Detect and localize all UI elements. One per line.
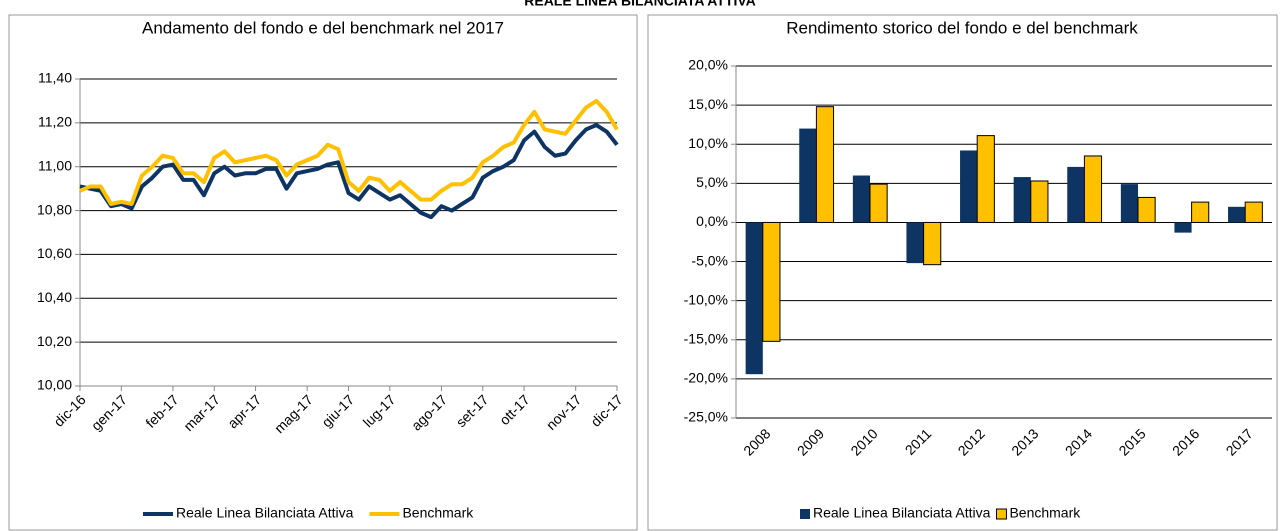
bar	[1174, 222, 1192, 233]
bar	[960, 150, 978, 223]
bar	[1244, 201, 1263, 223]
bar	[799, 128, 817, 223]
y-tick-label: 11,40	[38, 70, 72, 86]
legend-label: Benchmark	[1009, 505, 1081, 521]
y-tick-label: -15,0%	[684, 330, 728, 346]
line-series	[79, 123, 619, 220]
legend-swatch	[995, 508, 1007, 520]
y-tick-label: 10,20	[37, 333, 72, 349]
y-tick-label: 10,60	[37, 245, 72, 261]
y-tick-label: -20,0%	[684, 370, 728, 386]
y-tick-label: 11,20	[38, 114, 72, 130]
bar	[1228, 206, 1246, 223]
bar	[762, 221, 781, 342]
y-tick-label: -25,0%	[684, 409, 728, 425]
page-title: REALE LINEA BILANCIATA ATTIVA	[524, 0, 756, 9]
chart-title: Rendimento storico del fondo e del bench…	[786, 18, 1138, 37]
bar	[745, 222, 763, 375]
y-tick-label: 5,0%	[696, 174, 728, 190]
chart-title: Andamento del fondo e del benchmark nel …	[142, 18, 504, 37]
legend-swatch	[800, 509, 810, 519]
y-tick-label: -10,0%	[684, 291, 728, 307]
y-tick-label: 10,00	[37, 377, 72, 393]
y-tick-label: 15,0%	[688, 96, 728, 112]
left-panel	[8, 14, 638, 531]
bar	[1083, 155, 1103, 223]
y-tick-label: -5,0%	[691, 252, 728, 268]
bar	[1120, 184, 1138, 223]
bar	[1137, 196, 1156, 223]
bar	[1067, 166, 1085, 223]
legend-label: Reale Linea Bilanciata Attiva	[813, 505, 991, 521]
y-tick-label: 10,0%	[688, 135, 728, 151]
bar	[976, 135, 995, 223]
line-series	[79, 98, 619, 206]
y-tick-label: 11,00	[38, 157, 72, 173]
y-tick-label: 10,80	[37, 201, 72, 217]
bar	[1013, 177, 1031, 223]
bar	[1030, 180, 1049, 223]
y-tick-label: 10,40	[37, 289, 72, 305]
y-tick-label: 20,0%	[688, 57, 728, 73]
legend-label: Benchmark	[402, 505, 474, 521]
bar	[852, 175, 870, 223]
bar	[906, 222, 924, 264]
bar	[1191, 201, 1210, 223]
bar	[923, 221, 942, 266]
y-tick-label: 0,0%	[696, 213, 728, 229]
bar	[815, 106, 835, 223]
bar	[869, 183, 888, 223]
legend-label: Reale Linea Bilanciata Attiva	[176, 505, 354, 521]
